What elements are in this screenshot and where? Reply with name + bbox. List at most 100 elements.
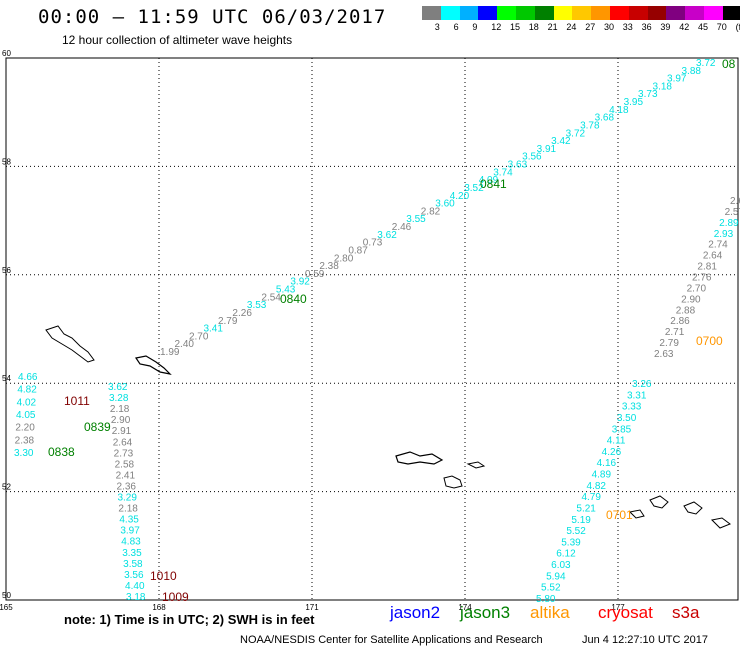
- swh-value-label: 3.74: [493, 167, 513, 178]
- pass-time-label: 0840: [280, 292, 307, 306]
- swh-value-label: 3.33: [622, 402, 642, 413]
- legend-swatch: [478, 6, 498, 20]
- legend-label: 3: [434, 22, 440, 32]
- swh-value-label: 3.35: [122, 548, 142, 559]
- legend-swatch: [647, 6, 667, 20]
- swh-value-label: 4.18: [609, 105, 629, 116]
- legend-swatch: [440, 6, 460, 20]
- island-aleutian-5: [683, 501, 703, 515]
- island-aleutian-3: [466, 461, 486, 469]
- legend-swatch: [666, 6, 686, 20]
- swh-value-label: 3.88: [682, 66, 702, 77]
- swh-value-label: 4.89: [592, 470, 612, 481]
- swh-value-label: 3.52: [464, 183, 484, 194]
- lat-tick-label: 60: [2, 49, 11, 58]
- legend-swatch: [515, 6, 535, 20]
- legend-label: 9: [472, 22, 478, 32]
- swh-value-label: 2.79: [659, 338, 679, 349]
- swh-value-label: 3.63: [508, 160, 528, 171]
- swh-value-label: 2.74: [708, 240, 728, 251]
- swh-value-label: 2.93: [714, 229, 734, 240]
- sat-cryosat: cryosat: [598, 603, 653, 622]
- swh-value-label: 2.90: [681, 294, 701, 305]
- swh-value-label: 2.90: [111, 415, 131, 426]
- swh-value-label: 3.78: [580, 120, 600, 131]
- swh-value-label: 4.20: [450, 191, 470, 202]
- swh-value-label: 2.91: [112, 426, 132, 437]
- legend-swatch: [534, 6, 554, 20]
- swh-value-label: 3.28: [109, 393, 129, 404]
- swh-value-label: 3.26: [632, 379, 652, 390]
- legend-swatch: [553, 6, 573, 20]
- swh-value-label: 4.35: [119, 515, 139, 526]
- swh-value-label: 3.62: [108, 382, 128, 393]
- pass-time-label: 08: [722, 57, 736, 71]
- swh-value-label: 2.57: [725, 207, 740, 218]
- swh-value-label: 3.56: [124, 570, 144, 581]
- swh-value-label: 4.82: [587, 481, 607, 492]
- swh-value-label: 4.05: [16, 410, 36, 421]
- swh-value-label: 3.29: [117, 493, 137, 504]
- legend-swatch: [628, 6, 648, 20]
- swh-value-label: 0.87: [348, 245, 368, 256]
- swh-value-label: 2.64: [703, 251, 723, 262]
- legend-label: (ft): [735, 22, 740, 32]
- swh-value-label: 3.68: [595, 113, 615, 124]
- swh-value-label: 2.76: [692, 273, 712, 284]
- swh-value-label: 4.26: [602, 447, 622, 458]
- swh-value-label: 0.73: [363, 238, 383, 249]
- lat-tick-label: 52: [2, 483, 11, 492]
- swh-value-label: 2.26: [232, 308, 252, 319]
- credit-date: Jun 4 12:27:10 UTC 2017: [582, 634, 708, 646]
- swh-value-label: 2.41: [116, 470, 136, 481]
- swh-value-label: 5.21: [576, 503, 596, 514]
- swh-value-label: 3.58: [123, 559, 143, 570]
- swh-value-label: 4.66: [18, 372, 38, 383]
- swh-value-label: 3.42: [551, 136, 571, 147]
- legend-swatch: [685, 6, 704, 20]
- swh-value-label: 2.64: [113, 437, 133, 448]
- pass-time-label: 0841: [480, 177, 507, 191]
- swh-value-label: 3.72: [696, 58, 716, 69]
- swh-value-label: 2.58: [115, 459, 135, 470]
- swh-value-label: 0.59: [305, 269, 325, 280]
- legend-label: 33: [622, 22, 633, 32]
- color-legend-bar: [422, 6, 740, 20]
- swh-value-label: 2.38: [319, 261, 339, 272]
- footer-note: note: 1) Time is in UTC; 2) SWH is in fe…: [64, 612, 315, 627]
- swh-value-label: 2.71: [665, 327, 685, 338]
- legend-label: 36: [641, 22, 652, 32]
- swh-value-label: 5.94: [546, 571, 566, 582]
- swh-value-label: 3.50: [617, 413, 637, 424]
- swh-value-label: 4.83: [121, 537, 141, 548]
- swh-value-label: 4.16: [597, 458, 617, 469]
- sat-jason2: jason2: [390, 603, 441, 622]
- legend-swatch: [572, 6, 592, 20]
- swh-value-label: 6.12: [556, 549, 576, 560]
- island-aleutian-4: [649, 495, 669, 509]
- swh-value-label: 2.88: [676, 305, 696, 316]
- swh-value-label: 4.02: [17, 397, 37, 408]
- swh-value-label: 4.79: [581, 492, 601, 503]
- swh-value-label: 2.79: [218, 316, 238, 327]
- swh-value-label: 3.97: [667, 74, 687, 85]
- island-aleutian-6: [710, 517, 732, 529]
- swh-value-label: 3.62: [377, 230, 397, 241]
- swh-value-label: 6.03: [551, 560, 571, 571]
- pass-time-label: 0700: [696, 334, 723, 348]
- legend-label: 45: [698, 22, 709, 32]
- swh-value-label: 3.73: [638, 89, 658, 100]
- lat-tick-label: 58: [2, 157, 11, 166]
- swh-value-label: 2.20: [15, 423, 35, 434]
- legend-label: 70: [716, 22, 727, 32]
- swh-value-label: 5.52: [541, 583, 561, 594]
- swh-value-label: 2.40: [174, 339, 194, 350]
- legend-label: 15: [510, 22, 521, 32]
- island-north: [45, 325, 95, 363]
- sat-jason3: jason3: [460, 603, 511, 622]
- swh-value-label: 3.53: [247, 300, 267, 311]
- coastlines: [45, 325, 732, 529]
- lon-tick-label: 174: [458, 603, 472, 612]
- swh-value-label: 3.95: [624, 97, 644, 108]
